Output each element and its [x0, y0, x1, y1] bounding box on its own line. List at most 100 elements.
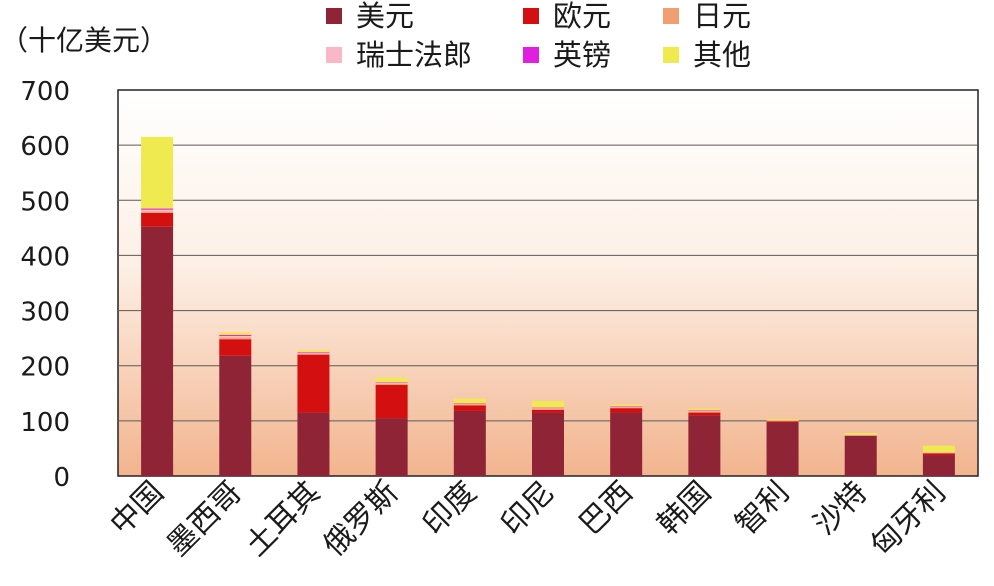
bar-segment [688, 412, 721, 416]
bar-segment [844, 432, 877, 435]
bar-segment [453, 410, 486, 476]
bar-segment [922, 452, 955, 454]
x-tick-label: 匈牙利 [864, 475, 952, 563]
bar-segment [219, 337, 252, 340]
y-tick-label: 600 [20, 132, 70, 162]
bar-segment [844, 434, 877, 436]
legend-label: 美元 [356, 0, 414, 33]
bar-segment [141, 226, 174, 476]
x-tick-label: 印尼 [494, 475, 561, 542]
y-tick-label: 500 [20, 187, 70, 217]
legend-swatch [326, 47, 342, 63]
bar-segment [610, 404, 643, 407]
legend-label: 英镑 [553, 38, 611, 72]
bar-segment [532, 401, 564, 408]
x-tick-label: 土耳其 [239, 475, 327, 563]
bar-segment [766, 420, 799, 422]
bars [141, 136, 955, 476]
bar-segment [610, 412, 643, 476]
bar-segment [766, 421, 799, 423]
x-tick-label: 俄罗斯 [317, 475, 405, 563]
legend-swatch [663, 8, 679, 24]
bar-segment [688, 415, 721, 476]
bar-segment [532, 412, 564, 476]
bar-segment [844, 435, 877, 476]
bar-segment [532, 409, 564, 413]
legend-label: 瑞士法郎 [356, 38, 472, 72]
y-tick-label: 200 [20, 353, 70, 383]
bar-segment [297, 351, 330, 353]
x-tick-label: 巴西 [573, 475, 640, 542]
y-tick-label: 300 [20, 298, 70, 328]
y-axis-label: （十亿美元） [0, 24, 168, 57]
gridlines [118, 144, 978, 422]
bar-segment [297, 354, 330, 413]
bar-segment [688, 410, 721, 411]
bar-segment [610, 406, 643, 408]
y-tick-label: 700 [20, 77, 70, 107]
y-axis-ticks: 0 100 200 300 400 500 600 700 [20, 77, 70, 493]
bar-segment [219, 332, 252, 335]
bar-segment [922, 455, 955, 476]
x-tick-label: 墨西哥 [161, 475, 249, 563]
x-tick-label: 韩国 [651, 475, 718, 542]
bar-segment [297, 353, 330, 355]
bar-segment [219, 355, 252, 476]
bar-segment [532, 407, 564, 409]
bar-segment [610, 408, 643, 413]
y-tick-label: 0 [53, 463, 70, 493]
bar-segment [453, 403, 486, 405]
bar-segment [844, 435, 877, 436]
bar-segment [141, 211, 174, 213]
legend-label: 其他 [693, 38, 751, 72]
bar-segment [141, 212, 174, 227]
bar-segment [375, 382, 408, 384]
bar-segment [141, 136, 174, 209]
bar-segment [688, 410, 721, 412]
bar-segment [688, 411, 721, 413]
bar-segment [375, 418, 408, 476]
legend-label: 日元 [693, 0, 751, 33]
bar-segment [532, 408, 564, 409]
bar-segment [922, 453, 955, 456]
legend-swatch [523, 8, 539, 24]
bar-segment [688, 408, 721, 411]
bar-segment [610, 407, 643, 408]
bar-segment [610, 407, 643, 409]
x-tick-label: 智利 [729, 475, 796, 542]
bar-segment [922, 445, 955, 453]
bar-segment [532, 408, 564, 410]
bar-segment [375, 377, 408, 383]
bar-segment [453, 405, 486, 411]
y-tick-label: 400 [20, 242, 70, 272]
bar-segment [297, 350, 330, 352]
bar-segment [453, 398, 486, 404]
bar-segment [766, 419, 799, 421]
bar-segment [297, 412, 330, 476]
bar-segment [766, 422, 799, 476]
bar-segment [141, 208, 174, 210]
legend-label: 欧元 [553, 0, 611, 33]
legend-swatch [523, 47, 539, 63]
bar-segment [219, 334, 252, 336]
bar-segment [219, 339, 252, 356]
legend-swatch [326, 8, 342, 24]
bar-segment [375, 383, 408, 386]
bar-segment [219, 335, 252, 338]
bar-segment [375, 385, 408, 419]
x-tick-label: 沙特 [807, 475, 874, 542]
y-tick-label: 100 [20, 408, 70, 438]
bar-segment [297, 352, 330, 354]
bar-segment [375, 382, 408, 383]
bar-segment [922, 452, 955, 453]
bar-segment [141, 209, 174, 212]
legend-swatch [663, 47, 679, 63]
bar-segment [766, 420, 799, 421]
x-tick-label: 中国 [104, 475, 171, 542]
x-tick-label: 印度 [416, 475, 483, 542]
bar-segment [453, 403, 486, 404]
bar-segment [453, 404, 486, 406]
